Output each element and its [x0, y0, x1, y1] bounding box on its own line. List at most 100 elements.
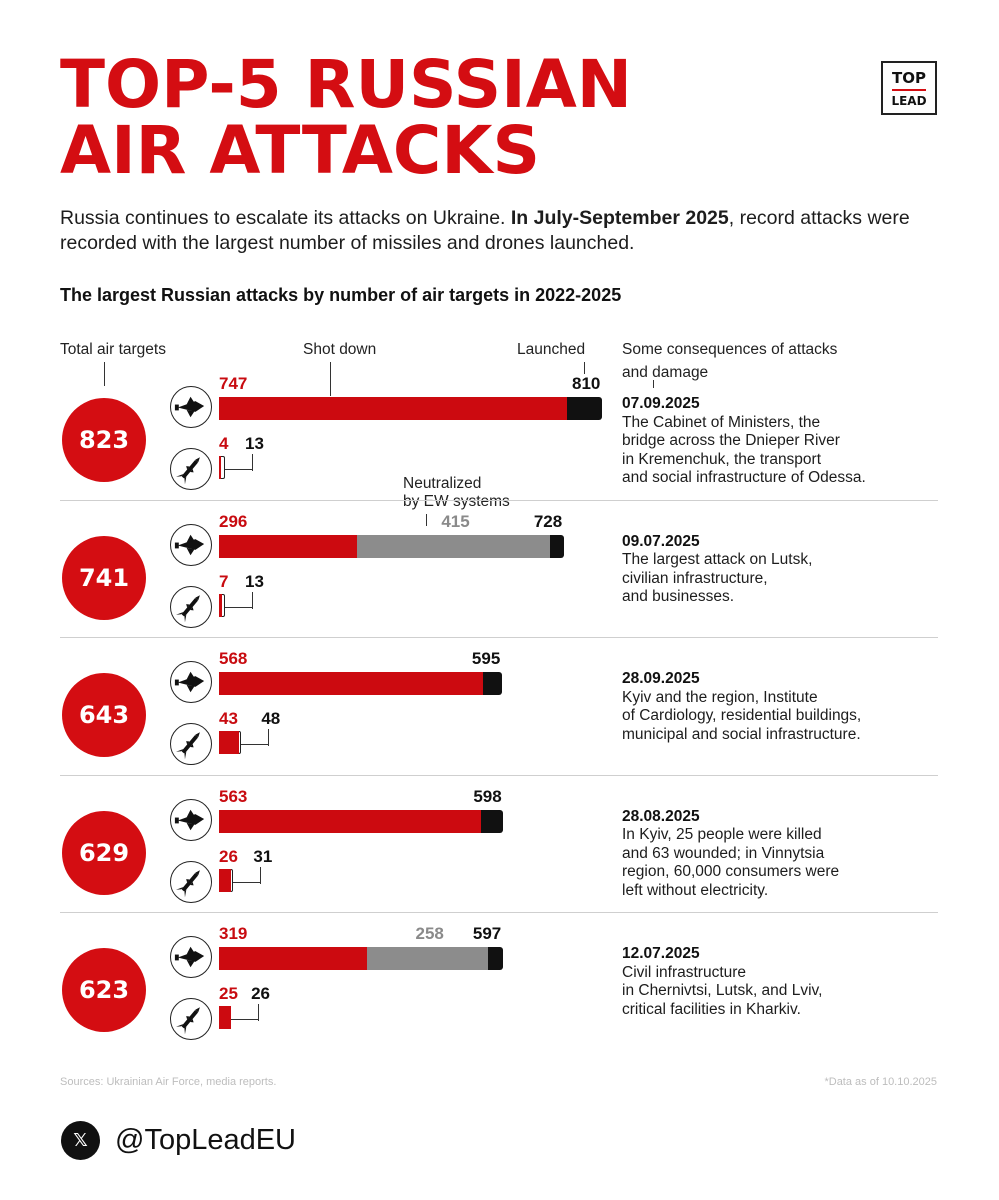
missile-launched-connector-base	[241, 744, 269, 745]
drone-launched-bar	[483, 672, 502, 695]
missile-launched-value: 13	[245, 571, 264, 591]
drone-shot-down-value: 568	[219, 649, 248, 668]
missile-shot-down-value: 26	[219, 846, 238, 866]
drone-launched-value: 728	[533, 511, 563, 531]
drone-launched-value: 598	[473, 786, 502, 806]
attack-consequences: 12.07.2025 Civil infrastructure in Cherniv…	[622, 945, 942, 1019]
drone-shot-down-value: 296	[219, 511, 248, 531]
total-air-targets-circle: 623	[62, 948, 146, 1032]
intro-paragraph: Russia continues to escalate its attacks…	[60, 206, 940, 256]
header-neutralized-line-1: Neutralized	[403, 475, 482, 492]
attack-date: 07.09.2025	[622, 395, 700, 412]
consequence-line: and businesses.	[622, 588, 735, 605]
missile-launched-connector	[268, 729, 270, 746]
drone-icon	[170, 661, 212, 703]
header-launched-pointer	[584, 362, 585, 374]
missile-icon	[170, 723, 212, 765]
drone-shot-down-value: 747	[219, 374, 248, 393]
missile-launched-connector	[252, 591, 254, 609]
drone-neutralized-bar	[356, 534, 550, 558]
logo-divider	[892, 89, 926, 91]
total-air-targets-circle: 629	[62, 810, 146, 895]
total-air-targets-circle: 823	[62, 398, 146, 482]
attack-consequences: 28.09.2025 Kyiv and the region, Institute…	[622, 670, 942, 744]
missile-icon	[170, 998, 212, 1040]
consequence-line: region, 60,000 consumers were	[622, 863, 840, 880]
consequence-line: in Chernivtsi, Lutsk, and Lviv,	[622, 982, 823, 999]
header-shot-down: Shot down	[303, 341, 377, 358]
attack-consequences: 07.09.2025 The Cabinet of Ministers, the b…	[622, 395, 942, 488]
consequence-line: and 63 wounded; in Vinnytsia	[622, 844, 825, 862]
header-shot-down-pointer	[330, 362, 331, 396]
intro-text-2: , record attacks were recorded with the …	[60, 207, 910, 254]
drone-neutralized-value: 258	[415, 924, 444, 943]
missile-shot-down-bar	[219, 593, 223, 617]
missile-launched-connector-base	[231, 1019, 259, 1020]
missile-launched-value: 48	[261, 709, 281, 728]
drone-icon	[170, 386, 212, 428]
header-neutralized-line-2: by EW systems	[403, 493, 510, 510]
header-consequences: Some consequences of attacks and damage	[622, 340, 837, 383]
drone-shot-down-bar	[219, 672, 484, 695]
total-air-targets-circle: 741	[62, 535, 146, 620]
page-title: TOP-5 RUSSIAN AIR ATTACKS	[60, 52, 632, 184]
consequence-line: Kyiv and the region, Institute	[622, 688, 818, 706]
header-neutralized-pointer	[426, 514, 427, 526]
missile-icon	[170, 448, 212, 490]
consequence-line: civilian infrastructure,	[622, 569, 768, 587]
attack-date: 12.07.2025	[622, 945, 700, 962]
consequence-line: The largest attack on Lutsk,	[622, 551, 813, 568]
missile-shot-down-value: 25	[219, 984, 238, 1003]
missile-icon	[170, 585, 212, 628]
attack-consequences: 28.08.2025 In Kyiv, 25 people were killed…	[622, 808, 942, 901]
drone-neutralized-value: 415	[441, 511, 470, 531]
attack-date: 09.07.2025	[622, 532, 700, 550]
drone-shot-down-bar	[219, 809, 482, 833]
drone-shot-down-bar	[219, 947, 368, 970]
drone-shot-down-value: 319	[219, 924, 248, 943]
chart-subtitle: The largest Russian attacks by number of…	[60, 285, 622, 305]
header-neutralized-ew: Neutralized by EW systems	[403, 475, 510, 511]
drone-launched-bar	[549, 534, 564, 558]
consequence-line: in Kremenchuk, the transport	[622, 450, 822, 468]
drone-shot-down-bar	[219, 534, 357, 558]
missile-shot-down-value: 43	[219, 709, 238, 728]
social-handle[interactable]: @TopLeadEU	[115, 1124, 296, 1156]
header-total-pointer	[104, 362, 105, 386]
missile-shot-down-bar	[219, 731, 239, 754]
row-divider	[60, 774, 938, 776]
missile-shot-down-bar	[219, 1006, 231, 1029]
drone-icon	[170, 936, 212, 978]
drone-launched-value: 595	[471, 649, 501, 668]
attack-consequences: 09.07.2025 The largest attack on Lutsk, ci…	[622, 533, 942, 607]
title-line-1: TOP-5 RUSSIAN	[60, 46, 633, 123]
drone-launched-value: 810	[572, 374, 601, 393]
missile-launched-value: 31	[253, 846, 273, 866]
missile-shot-down-bar	[219, 456, 221, 479]
drone-icon	[170, 523, 212, 566]
consequence-line: municipal and social infrastructure.	[622, 725, 861, 743]
drone-launched-bar	[481, 809, 504, 833]
drone-neutralized-bar	[367, 947, 488, 970]
missile-icon	[170, 860, 212, 903]
consequence-line: In Kyiv, 25 people were killed	[622, 826, 822, 843]
missile-launched-connector	[260, 866, 262, 884]
missile-launched-connector-base	[233, 881, 261, 883]
logo-line-top: TOP	[892, 69, 926, 87]
missile-shot-down-value: 7	[219, 571, 229, 591]
intro-text-bold: In July-September 2025	[510, 207, 729, 229]
intro-text-1: Russia continues to escalate its attacks…	[60, 207, 511, 229]
consequence-line: Civil infrastructure	[622, 963, 747, 981]
logo-line-lead: LEAD	[891, 94, 927, 108]
header-total-air-targets: Total air targets	[60, 341, 166, 358]
x-logo-icon[interactable]: 𝕏	[61, 1121, 100, 1160]
title-line-2: AIR ATTACKS	[60, 112, 541, 189]
attack-date: 28.08.2025	[622, 807, 700, 825]
drone-launched-value: 597	[472, 924, 502, 943]
drone-icon	[170, 798, 212, 841]
row-divider	[60, 499, 938, 501]
consequence-line: of Cardiology, residential buildings,	[622, 707, 862, 724]
row-divider	[60, 912, 938, 913]
consequence-line: and social infrastructure of Odessa.	[622, 469, 866, 486]
drone-launched-bar	[566, 397, 602, 420]
